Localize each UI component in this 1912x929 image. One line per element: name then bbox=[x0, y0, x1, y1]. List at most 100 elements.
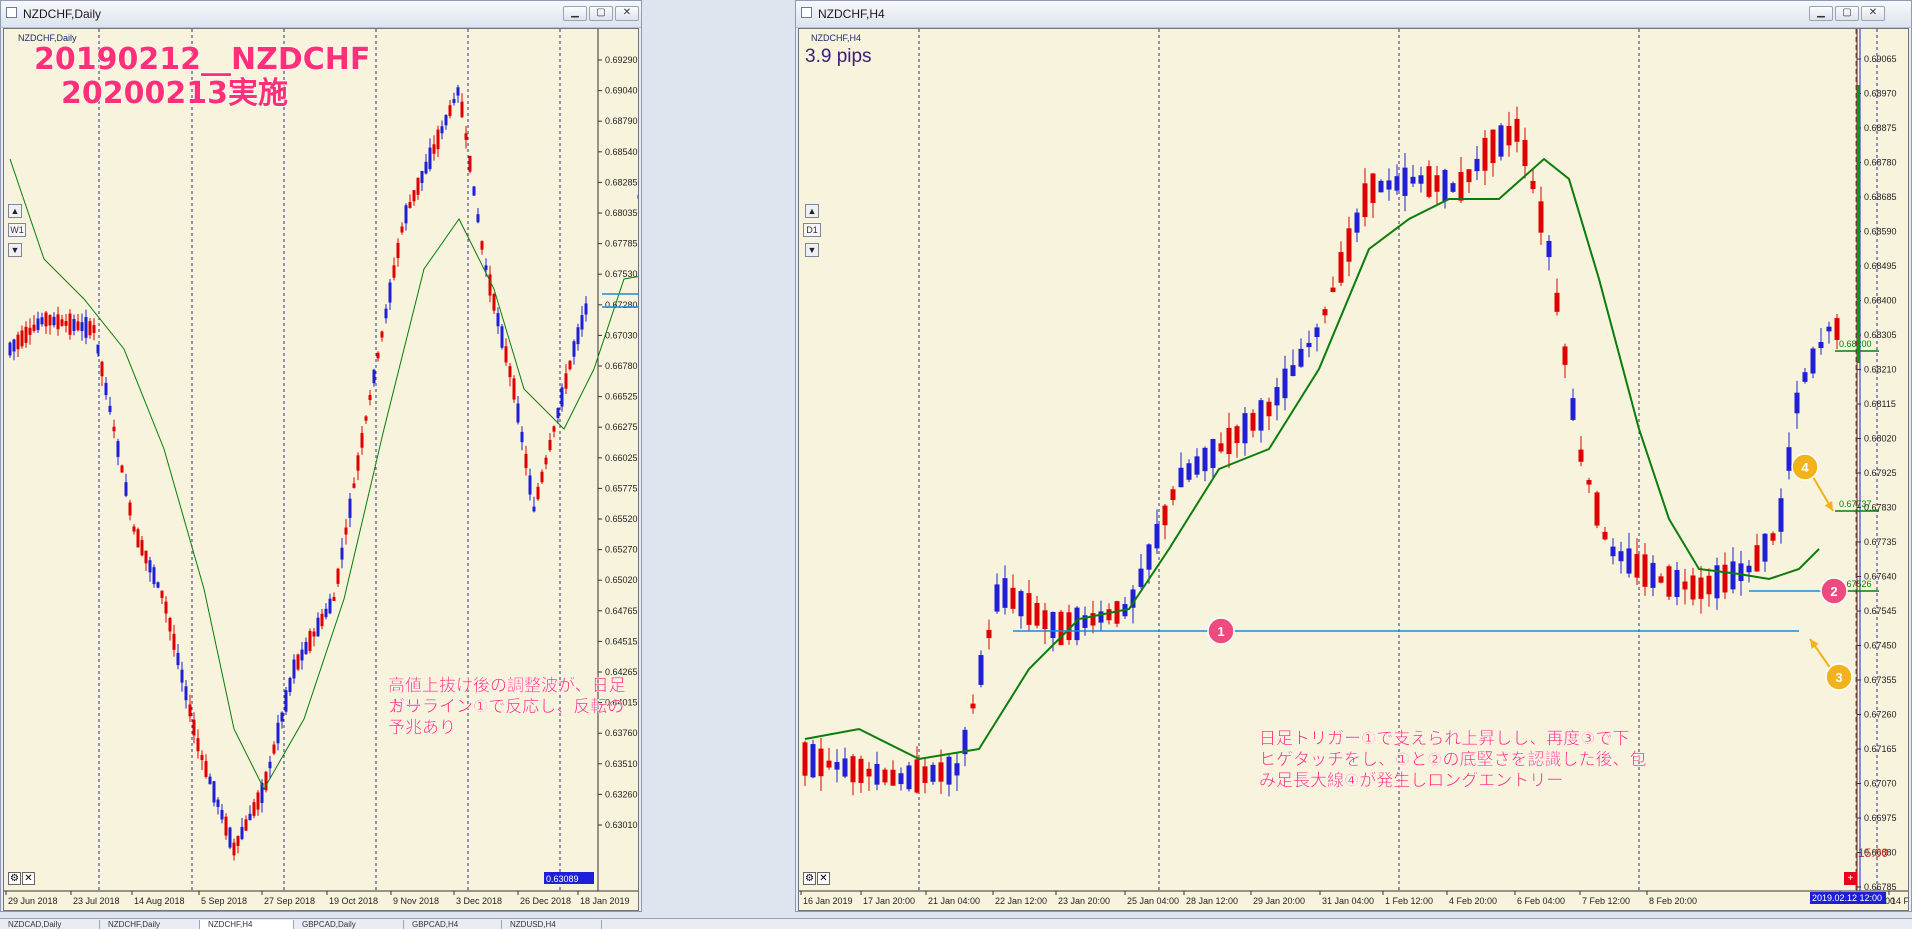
chart-settings-icon[interactable]: ⚙ bbox=[8, 872, 21, 885]
candle-body bbox=[1826, 326, 1832, 332]
candle-body bbox=[1714, 565, 1720, 599]
candle-body bbox=[176, 652, 180, 666]
candle-body bbox=[802, 742, 808, 776]
candle-body bbox=[160, 590, 164, 599]
price-tick-label: 0.68590 bbox=[1864, 227, 1897, 237]
left-window-titlebar[interactable]: NZDCHF,Daily ▁ ▢ ✕ bbox=[1, 1, 641, 28]
candle-body bbox=[1490, 129, 1496, 164]
left-price-chart[interactable]: 0.69290 0.69040 0.68790 0.68540 0.68285 0.680… bbox=[3, 28, 639, 911]
candle bbox=[532, 496, 536, 513]
candle bbox=[372, 368, 376, 387]
candle bbox=[48, 314, 52, 335]
candle bbox=[954, 753, 960, 791]
marker-2: 2 bbox=[1820, 577, 1848, 605]
candle-body bbox=[1834, 318, 1840, 340]
candle-body bbox=[52, 316, 56, 326]
scroll-down-button[interactable]: ▼ bbox=[8, 243, 22, 257]
candle bbox=[898, 767, 904, 791]
tab-nzdchf-h4[interactable]: NZDCHF,H4 bbox=[200, 920, 294, 929]
level-label-068200: 0.68200 bbox=[637, 192, 639, 202]
candle-body bbox=[24, 326, 28, 343]
candle-body bbox=[1730, 561, 1736, 590]
minimize-button[interactable]: ▁ bbox=[1809, 6, 1833, 21]
candle bbox=[312, 628, 316, 647]
candle-body bbox=[348, 498, 352, 518]
candle bbox=[188, 694, 192, 722]
level-label-068200: 0.68200 bbox=[1839, 339, 1872, 349]
right-chart-canvas[interactable]: 0.69065 0.68970 0.68875 0.68780 0.68685 0.685… bbox=[799, 29, 1909, 911]
price-tick-label: 0.68495 bbox=[1864, 261, 1897, 271]
candle-body bbox=[92, 325, 96, 333]
candle-body bbox=[914, 759, 920, 793]
chart-close-icon[interactable]: ✕ bbox=[817, 872, 830, 885]
right-chart-window[interactable]: NZDCHF,H4 ▁ ▢ ✕ 0.69065 0.68970 0.68875 0.6… bbox=[795, 0, 1912, 912]
candle bbox=[208, 773, 212, 785]
candle-body bbox=[480, 241, 484, 250]
price-tick-label: 0.66880 bbox=[1864, 848, 1897, 858]
candle-body bbox=[560, 387, 564, 407]
tab-nzdchf-daily[interactable]: NZDCHF,Daily bbox=[100, 920, 200, 929]
price-tick-label: 0.68400 bbox=[1864, 296, 1897, 306]
candle bbox=[200, 750, 204, 770]
candle-body bbox=[826, 760, 832, 768]
right-window-titlebar[interactable]: NZDCHF,H4 ▁ ▢ ✕ bbox=[796, 1, 1911, 28]
candle-body bbox=[304, 641, 308, 655]
candle bbox=[96, 344, 100, 357]
chart-close-icon[interactable]: ✕ bbox=[22, 872, 35, 885]
candle-body bbox=[1346, 228, 1352, 262]
timeframe-box[interactable]: D1 bbox=[803, 223, 821, 237]
candle-body bbox=[1586, 480, 1592, 485]
close-button[interactable]: ✕ bbox=[1861, 6, 1885, 21]
right-price-chart[interactable]: 0.69065 0.68970 0.68875 0.68780 0.68685 0.685… bbox=[798, 28, 1909, 911]
candle bbox=[1338, 241, 1344, 287]
marker-label: 4 bbox=[1801, 460, 1809, 475]
left-chart-canvas[interactable]: 0.69290 0.69040 0.68790 0.68540 0.68285 0.680… bbox=[4, 29, 639, 911]
candle-body bbox=[412, 190, 416, 202]
tab-gbpcad-h4[interactable]: GBPCAD,H4 bbox=[404, 920, 502, 929]
candle bbox=[564, 364, 568, 395]
close-button[interactable]: ✕ bbox=[615, 6, 639, 21]
cursor-date-label: 2019.02.12 12:00 bbox=[1812, 893, 1882, 903]
candle-body bbox=[1002, 578, 1008, 608]
candle bbox=[1042, 602, 1048, 645]
candle-body bbox=[1402, 167, 1408, 196]
time-tick-label: 23 Jul 2018 bbox=[73, 896, 120, 906]
time-tick-label: 9 Nov 2018 bbox=[393, 896, 439, 906]
candle bbox=[1018, 589, 1024, 629]
chart-settings-icon[interactable]: ⚙ bbox=[803, 872, 816, 885]
minimize-button[interactable]: ▁ bbox=[563, 6, 587, 21]
candle bbox=[1506, 111, 1512, 157]
candle bbox=[1818, 328, 1824, 355]
time-tick-label: 29 Jun 2018 bbox=[8, 896, 58, 906]
maximize-button[interactable]: ▢ bbox=[589, 6, 613, 21]
candle bbox=[196, 729, 200, 759]
alert-indicator-icon[interactable]: + bbox=[1844, 872, 1857, 885]
candle bbox=[396, 238, 400, 267]
marker-circle bbox=[1791, 453, 1819, 481]
candle-body bbox=[1250, 412, 1256, 431]
candle bbox=[1154, 509, 1160, 554]
candle-body bbox=[336, 568, 340, 584]
candle bbox=[1570, 388, 1576, 422]
scroll-down-button[interactable]: ▼ bbox=[805, 243, 819, 257]
timeframe-box[interactable]: W1 bbox=[8, 223, 26, 237]
tab-nzdusd-h4[interactable]: NZDUSD,H4 bbox=[502, 920, 602, 929]
tab-gbpcad-daily[interactable]: GBPCAD,Daily bbox=[294, 920, 404, 929]
time-tick-label: 21 Jan 04:00 bbox=[928, 896, 980, 906]
candle bbox=[914, 746, 920, 794]
left-chart-window[interactable]: NZDCHF,Daily ▁ ▢ ✕ 0.69290 0.69040 0.68790… bbox=[0, 0, 642, 912]
maximize-button[interactable]: ▢ bbox=[1835, 6, 1859, 21]
scroll-up-button[interactable]: ▲ bbox=[8, 204, 22, 218]
candle bbox=[1378, 179, 1384, 193]
price-tick-label: 0.69290 bbox=[605, 55, 638, 65]
candle-body bbox=[252, 802, 256, 816]
candle-body bbox=[1570, 398, 1576, 420]
candle-body bbox=[1682, 581, 1688, 590]
candle bbox=[994, 573, 1000, 614]
candle-body bbox=[228, 827, 232, 848]
scroll-up-button[interactable]: ▲ bbox=[805, 204, 819, 218]
candle bbox=[136, 527, 140, 548]
moving-average-line bbox=[9, 158, 638, 791]
tab-nzdcad-daily[interactable]: NZDCAD,Daily bbox=[0, 920, 100, 929]
time-tick-label: 5 Sep 2018 bbox=[201, 896, 247, 906]
